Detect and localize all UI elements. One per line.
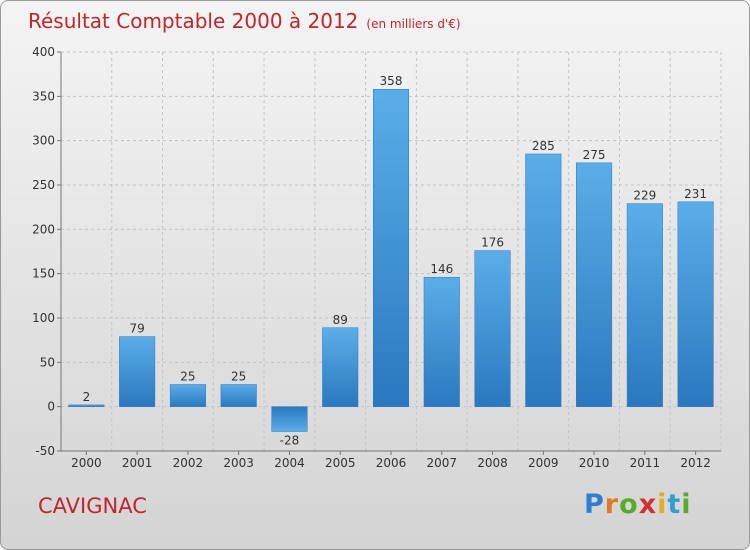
proxiti-logo: Proxiti — [584, 489, 692, 520]
bar-2010 — [576, 162, 613, 407]
logo-letter: x — [638, 489, 658, 520]
chart-title: Résultat Comptable 2000 à 2012 (en millie… — [28, 9, 461, 33]
bar-2001 — [119, 336, 156, 407]
x-tick-label: 2008 — [477, 456, 508, 470]
data-label-2005: 89 — [333, 313, 348, 327]
logo-letter: t — [667, 489, 682, 520]
bar-2007 — [423, 276, 460, 407]
y-tick-label: 250 — [32, 178, 55, 192]
x-tick-label: 2012 — [680, 456, 711, 470]
y-tick-label: 50 — [40, 355, 55, 369]
data-labels: 2 79 25 25 -28 89 358 146 176 285 275 229 231 — [83, 74, 708, 447]
data-label-2007: 146 — [430, 262, 453, 276]
logo-letter: r — [604, 489, 620, 520]
y-tick-label: 0 — [47, 400, 55, 414]
data-label-2011: 229 — [633, 189, 656, 203]
bar-2003 — [220, 384, 257, 407]
y-tick-label: 350 — [32, 89, 55, 103]
y-tick-label: 400 — [32, 45, 55, 59]
x-tick-label: 2007 — [426, 456, 457, 470]
data-label-2002: 25 — [180, 370, 195, 384]
data-label-2012: 231 — [684, 187, 707, 201]
logo-letter: i — [657, 489, 668, 520]
data-label-2009: 285 — [532, 139, 555, 153]
y-tick-label: -50 — [35, 444, 55, 458]
x-tick-label: 2004 — [274, 456, 305, 470]
y-tick-label: 100 — [32, 311, 55, 325]
logo-letter: o — [619, 489, 639, 520]
x-tick-label: 2000 — [71, 456, 102, 470]
bar-2004 — [271, 406, 308, 432]
data-label-2004: -28 — [280, 433, 300, 447]
bar-2009 — [525, 153, 562, 407]
x-tick-label: 2009 — [528, 456, 559, 470]
data-label-2001: 79 — [130, 322, 145, 336]
title-text: Résultat Comptable 2000 à 2012 — [28, 9, 359, 33]
x-tick-label: 2001 — [122, 456, 153, 470]
data-label-2010: 275 — [583, 148, 606, 162]
x-tick-label: 2003 — [223, 456, 254, 470]
town-name: CAVIGNAC — [38, 494, 147, 518]
bar-2005 — [322, 327, 359, 407]
bar-2008 — [474, 250, 511, 407]
bars — [68, 88, 714, 432]
data-label-2006: 358 — [380, 74, 403, 88]
bar-2012 — [677, 201, 714, 407]
logo-letter: i — [681, 489, 692, 520]
x-tick-label: 2005 — [325, 456, 356, 470]
x-tick-label: 2006 — [376, 456, 407, 470]
bar-2006 — [372, 88, 410, 407]
logo-letter: P — [584, 489, 605, 520]
bar-2011 — [626, 203, 663, 407]
y-tick-label: 150 — [32, 267, 55, 281]
bar-2000 — [68, 404, 105, 407]
data-label-2008: 176 — [481, 236, 504, 250]
x-tick-label: 2002 — [173, 456, 204, 470]
data-label-2003: 25 — [231, 370, 246, 384]
y-tick-label: 300 — [32, 134, 55, 148]
x-tick-label: 2011 — [630, 456, 661, 470]
data-label-2000: 2 — [83, 390, 91, 404]
y-tick-labels: -50 0 50 100 150 200 250 300 350 400 — [32, 45, 55, 458]
x-tick-labels: 2000 2001 2002 2003 2004 2005 2006 2007 2008 2009… — [71, 456, 711, 470]
title-unit: (en milliers d'€) — [366, 17, 461, 31]
x-tick-label: 2010 — [579, 456, 610, 470]
y-tick-label: 200 — [32, 222, 55, 236]
bar-2002 — [169, 384, 206, 407]
axes — [57, 51, 721, 455]
